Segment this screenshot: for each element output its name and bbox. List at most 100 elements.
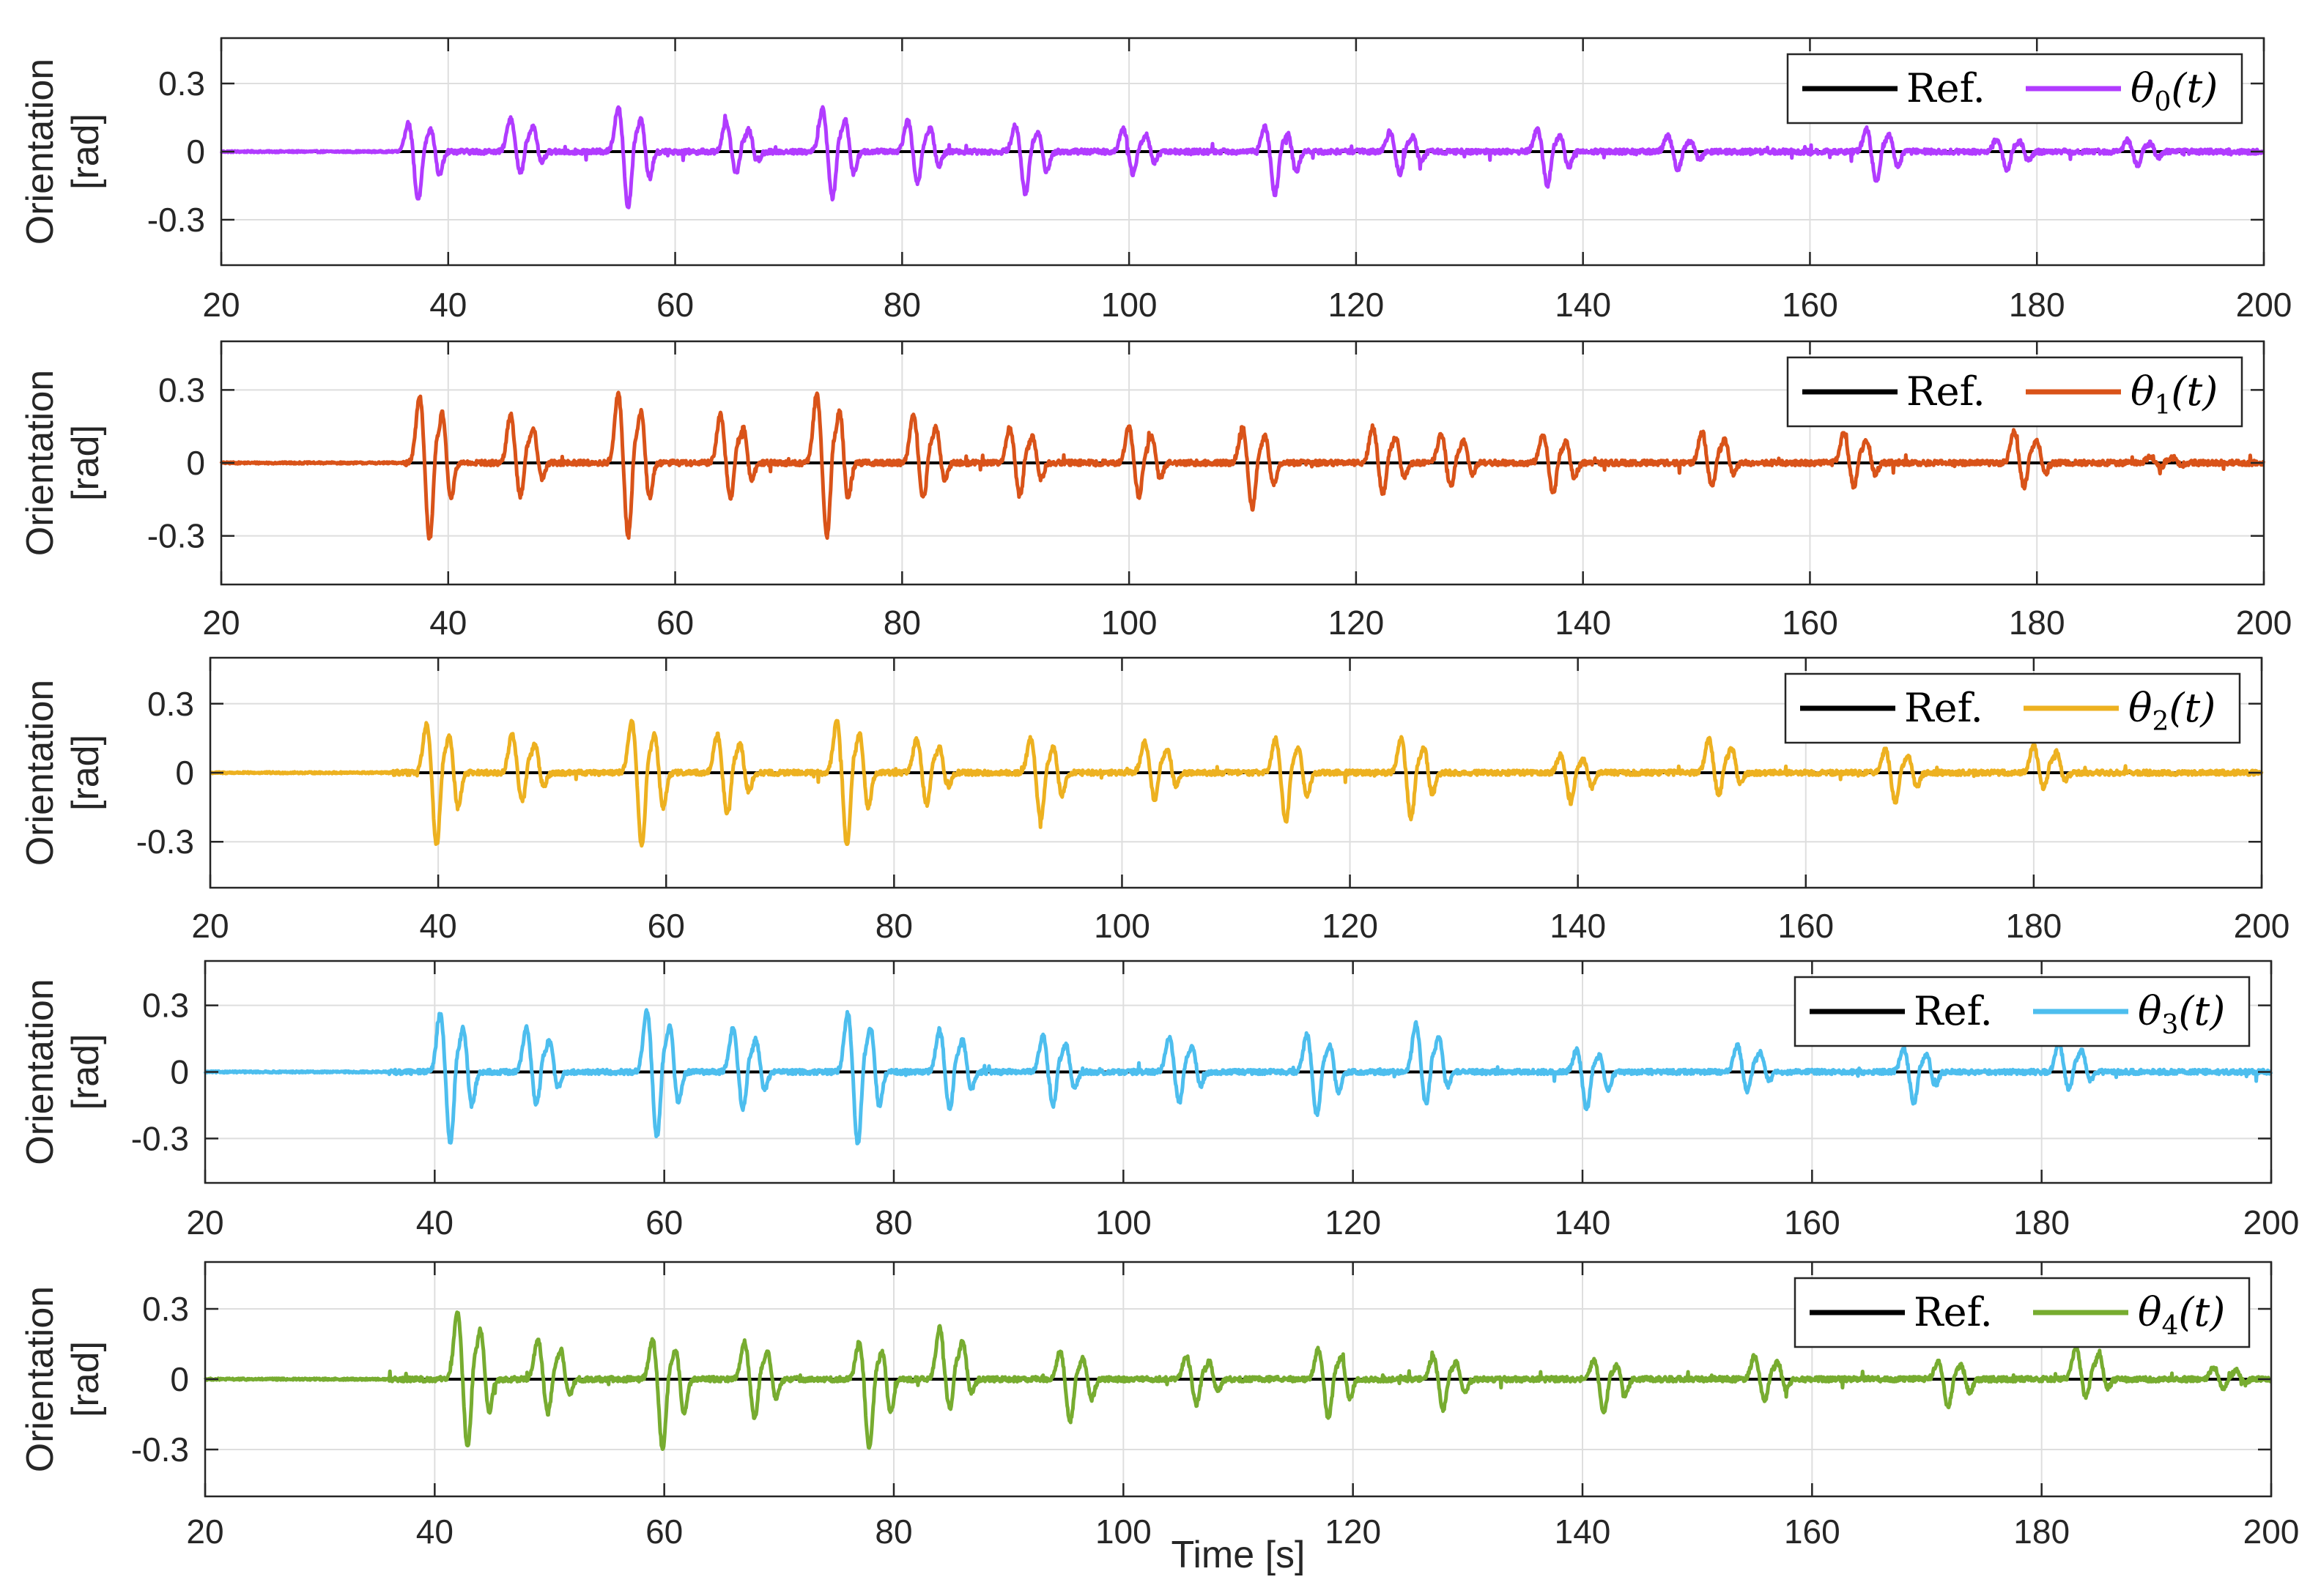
legend-label-ref: Ref. xyxy=(1914,988,1993,1034)
legend-theta-subscript: 2 xyxy=(2152,707,2169,737)
x-tick-label: 100 xyxy=(1101,604,1158,642)
y-axis-label: Orientation[rad] xyxy=(19,370,107,556)
y-axis-label: Orientation[rad] xyxy=(19,1286,107,1472)
x-tick-label: 60 xyxy=(656,604,694,642)
x-tick-label: 60 xyxy=(656,286,694,324)
x-tick-label: 20 xyxy=(202,286,240,324)
y-tick-label: 0 xyxy=(170,1053,189,1091)
legend: Ref. θ0(t) xyxy=(1786,53,2243,125)
y-axis-label-line: [rad] xyxy=(64,114,107,190)
legend-label-ref: Ref. xyxy=(1904,685,1983,731)
x-tick-label: 40 xyxy=(420,907,457,945)
theta-series-line xyxy=(203,1008,2273,1146)
legend-theta-symbol: θ xyxy=(2128,685,2152,731)
legend-theta-subscript: 1 xyxy=(2155,390,2172,420)
subplot-4: 20 40 60 80 100 120 140 160 180 200 0.3 0 -0.3 Orient… xyxy=(19,1261,2300,1551)
x-tick-label: 80 xyxy=(876,907,913,945)
y-axis-label-line: [rad] xyxy=(64,735,107,811)
x-axis-label: Time [s] xyxy=(1171,1534,1306,1576)
y-axis-label: Orientation[rad] xyxy=(19,59,107,245)
legend-theta-subscript: 0 xyxy=(2155,87,2172,117)
x-tick-label: 20 xyxy=(186,1203,223,1241)
y-tick-label: -0.3 xyxy=(136,823,194,861)
y-tick-label: 0.3 xyxy=(142,987,189,1025)
subplot-1: 20 40 60 80 100 120 140 160 180 200 0.3 0 -0.3 Orient… xyxy=(19,340,2292,642)
x-tick-label: 160 xyxy=(1784,1203,1840,1241)
x-tick-label: 100 xyxy=(1095,1513,1152,1551)
x-tick-label: 80 xyxy=(875,1203,912,1241)
x-tick-label: 160 xyxy=(1782,286,1838,324)
y-axis-label: Orientation[rad] xyxy=(19,979,107,1165)
y-tick-label: -0.3 xyxy=(147,517,205,555)
legend-label-theta: θ0(t) xyxy=(2131,65,2218,117)
x-tick-label: 200 xyxy=(2234,907,2290,945)
legend-theta-argument: (t) xyxy=(2169,685,2216,731)
theta-series-line xyxy=(203,1310,2273,1451)
y-axis-label-line: Orientation xyxy=(19,370,62,556)
subplot-2: 20 40 60 80 100 120 140 160 180 200 0.3 0 -0.3 Orient… xyxy=(19,656,2290,945)
y-axis-label-line: Orientation xyxy=(19,979,62,1165)
y-tick-label: -0.3 xyxy=(131,1119,189,1157)
x-tick-label: 40 xyxy=(429,604,467,642)
x-tick-label: 80 xyxy=(884,604,921,642)
x-tick-label: 120 xyxy=(1328,286,1385,324)
legend-label-theta: θ2(t) xyxy=(2128,685,2216,737)
y-axis-label-line: [rad] xyxy=(64,1341,107,1417)
legend-label-theta: θ4(t) xyxy=(2138,1289,2225,1341)
x-tick-label: 20 xyxy=(186,1513,223,1551)
x-tick-label: 120 xyxy=(1325,1513,1381,1551)
subplot-0: 20 40 60 80 100 120 140 160 180 200 0.3 0 -0.3 Orient… xyxy=(19,37,2292,324)
y-tick-label: 0 xyxy=(186,444,205,482)
x-tick-label: 80 xyxy=(884,286,921,324)
legend: Ref. θ2(t) xyxy=(1784,672,2241,744)
x-tick-label: 140 xyxy=(1555,1203,1611,1241)
x-tick-label: 40 xyxy=(429,286,467,324)
x-tick-label: 160 xyxy=(1782,604,1838,642)
y-tick-label: -0.3 xyxy=(131,1430,189,1469)
x-tick-label: 60 xyxy=(648,907,685,945)
legend-label-ref: Ref. xyxy=(1906,65,1985,111)
y-axis-label-line: Orientation xyxy=(19,59,62,245)
theta-series-line xyxy=(209,719,2264,848)
x-tick-label: 140 xyxy=(1550,907,1606,945)
legend-theta-argument: (t) xyxy=(2178,988,2225,1034)
x-tick-label: 160 xyxy=(1784,1513,1840,1551)
x-tick-label: 140 xyxy=(1555,604,1611,642)
x-tick-label: 180 xyxy=(2009,604,2065,642)
y-tick-label: 0.3 xyxy=(142,1290,189,1328)
x-tick-label: 180 xyxy=(2009,286,2065,324)
y-axis-label-line: Orientation xyxy=(19,1286,62,1472)
x-tick-label: 20 xyxy=(191,907,229,945)
theta-series-line xyxy=(219,105,2265,209)
x-tick-label: 60 xyxy=(645,1203,683,1241)
y-tick-label: 0.3 xyxy=(147,685,194,723)
x-tick-label: 100 xyxy=(1094,907,1150,945)
x-tick-label: 180 xyxy=(2006,907,2062,945)
legend-label-theta: θ1(t) xyxy=(2131,368,2218,420)
subplot-3: 20 40 60 80 100 120 140 160 180 200 0.3 0 -0.3 Orient… xyxy=(19,960,2300,1241)
x-tick-label: 200 xyxy=(2243,1203,2300,1241)
legend-box xyxy=(1793,1277,2251,1348)
legend-theta-argument: (t) xyxy=(2171,368,2218,415)
y-tick-label: 0.3 xyxy=(158,371,205,409)
legend-label-ref: Ref. xyxy=(1906,368,1985,415)
x-tick-label: 200 xyxy=(2236,286,2292,324)
legend-theta-argument: (t) xyxy=(2178,1289,2225,1335)
x-tick-label: 100 xyxy=(1101,286,1158,324)
legend-theta-symbol: θ xyxy=(2138,1289,2162,1335)
legend-theta-argument: (t) xyxy=(2171,65,2218,111)
x-tick-label: 120 xyxy=(1328,604,1385,642)
legend-theta-subscript: 4 xyxy=(2162,1311,2179,1341)
legend-theta-symbol: θ xyxy=(2131,368,2155,415)
legend-theta-symbol: θ xyxy=(2131,65,2155,111)
y-tick-label: 0 xyxy=(175,754,194,792)
legend-label-theta: θ3(t) xyxy=(2138,988,2225,1040)
x-tick-label: 200 xyxy=(2243,1513,2300,1551)
legend-theta-symbol: θ xyxy=(2138,988,2162,1034)
x-tick-label: 160 xyxy=(1777,907,1834,945)
x-tick-label: 120 xyxy=(1322,907,1378,945)
x-tick-label: 180 xyxy=(2013,1513,2070,1551)
x-tick-label: 40 xyxy=(416,1203,454,1241)
x-tick-label: 140 xyxy=(1555,286,1611,324)
legend-box xyxy=(1793,976,2251,1047)
